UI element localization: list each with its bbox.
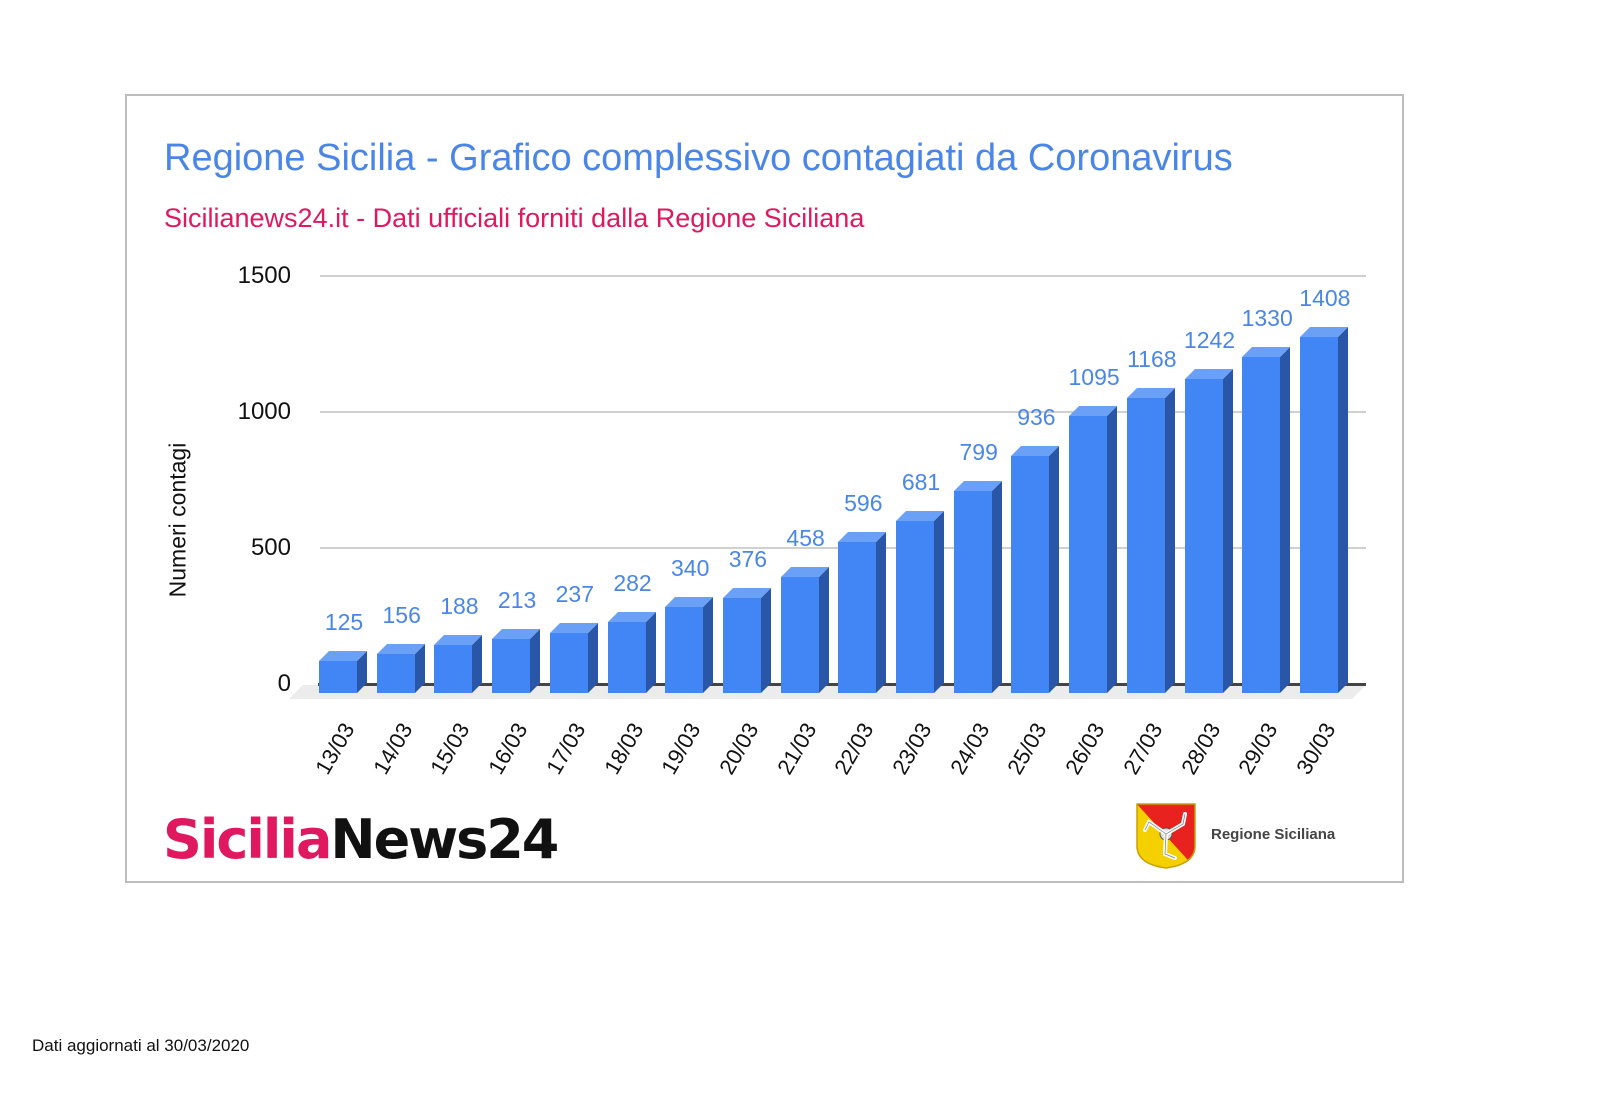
data-label: 340 (671, 554, 710, 581)
data-label: 596 (844, 490, 883, 517)
bar-front (376, 653, 415, 693)
data-label: 458 (786, 525, 825, 552)
bar-side (472, 635, 483, 693)
bar-side (1222, 368, 1233, 693)
bar-25-03 (1011, 0, 1060, 693)
update-footnote: Dati aggiornati al 30/03/2020 (32, 1036, 250, 1055)
bar-front (896, 520, 934, 693)
bar-27-03 (1126, 0, 1175, 693)
data-label: 125 (324, 609, 364, 636)
bar-side (1049, 446, 1060, 693)
gridline (320, 275, 1366, 277)
bar-19-03 (665, 0, 714, 693)
bar-side (760, 587, 771, 693)
bar-side (645, 611, 656, 693)
bar-side (876, 532, 887, 693)
data-label: 188 (440, 593, 479, 620)
bar-side (703, 597, 714, 693)
bar-21-03 (780, 0, 829, 693)
data-label: 681 (901, 468, 941, 495)
bar-side (1107, 406, 1118, 693)
bar-30-03 (1299, 0, 1348, 693)
bar-side (587, 623, 598, 693)
bar-24-03 (953, 0, 1002, 693)
bar-front (722, 597, 761, 693)
bar-front (319, 661, 357, 693)
bar-front (492, 639, 531, 693)
bar-front (838, 542, 877, 693)
bar-front (1126, 397, 1165, 693)
y-axis-label: Numeri contagi (164, 442, 191, 598)
bar-29-03 (1242, 0, 1291, 693)
data-label: 1095 (1068, 364, 1120, 390)
data-label: 1168 (1127, 345, 1177, 372)
bar-16-03 (492, 0, 541, 693)
bar-26-03 (1069, 0, 1118, 693)
bar-side (991, 480, 1002, 693)
y-tick-label: 1000 (237, 398, 291, 425)
data-label: 1330 (1241, 304, 1293, 331)
bar-front (434, 645, 473, 693)
data-label: 282 (613, 569, 652, 596)
data-label: 237 (555, 581, 594, 608)
data-label: 1242 (1183, 326, 1236, 353)
chart-title: Regione Sicilia - Grafico complessivo co… (164, 137, 1233, 179)
bar-side (1337, 326, 1348, 693)
bar-side (1164, 387, 1175, 693)
sicilianews24-logo: SiciliaNews24 (163, 808, 559, 871)
bar-15-03 (434, 0, 483, 693)
bar-front (607, 621, 646, 693)
data-label: 213 (497, 587, 537, 614)
y-tick-label: 500 (250, 534, 291, 561)
bar-22-03 (838, 0, 887, 693)
bar-front (665, 607, 704, 693)
data-label: 1408 (1299, 284, 1351, 311)
bar-13-03 (319, 0, 367, 693)
bar-front (780, 577, 819, 693)
logo-part-news24: News24 (330, 808, 559, 871)
bar-14-03 (376, 0, 425, 693)
bar-front (953, 490, 992, 693)
bar-front (1011, 456, 1050, 693)
bar-front (1069, 416, 1108, 693)
y-tick-label: 1500 (237, 262, 291, 289)
bar-23-03 (896, 0, 944, 693)
bar-28-03 (1184, 0, 1233, 693)
bar-20-03 (722, 0, 771, 693)
chart-subtitle: Sicilianews24.it - Dati ufficiali fornit… (164, 203, 865, 233)
bar-front (1242, 356, 1281, 693)
y-tick-label: 0 (277, 670, 291, 697)
bar-front (1184, 378, 1223, 693)
bar-17-03 (549, 0, 598, 693)
data-label: 156 (382, 601, 421, 628)
bar-side (934, 510, 944, 693)
bar-side (818, 567, 829, 693)
bar-side (1280, 346, 1291, 693)
bar-side (530, 629, 541, 693)
logo-part-sicilia: Sicilia (163, 808, 332, 871)
bar-front (549, 633, 588, 693)
regione-siciliana-label: Regione Siciliana (1211, 826, 1336, 843)
data-label: 936 (1017, 404, 1056, 431)
gridline (320, 411, 1366, 413)
data-label: 376 (728, 545, 768, 572)
regione-siciliana-crest-icon (1136, 803, 1196, 869)
bar-front (1299, 336, 1338, 693)
bar-18-03 (607, 0, 656, 693)
data-label: 799 (959, 438, 998, 465)
